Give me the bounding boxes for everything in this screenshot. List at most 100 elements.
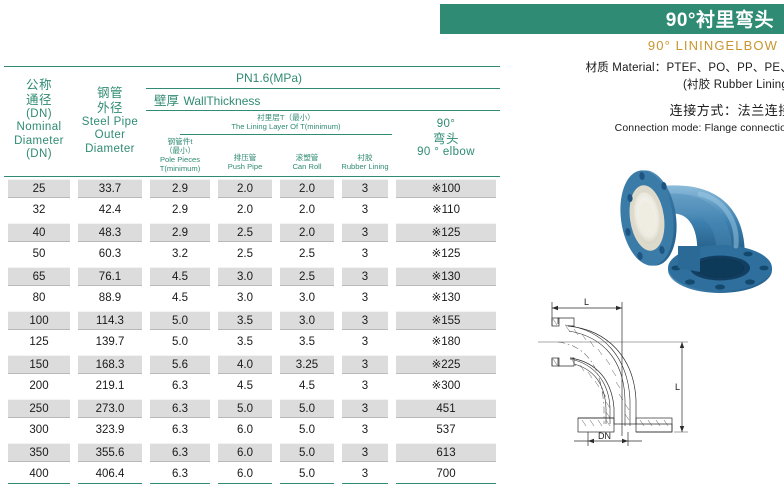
- table-row: 200 219.1 6.3 4.5 4.5 3 ※300: [4, 376, 500, 398]
- cell-nominal-diameter: 200: [29, 380, 49, 392]
- cell-elbow-length: ※130: [396, 267, 496, 286]
- cell-outer-diameter: 355.6: [78, 443, 142, 462]
- spec-material: 材质 Material：PTEF、PO、PP、PE、: [585, 62, 784, 74]
- cell-nominal-diameter: 350: [8, 443, 70, 462]
- col-header-rubber-lining: 衬胶 Rubber Lining: [338, 153, 392, 172]
- cell-pole-pieces-t: 2.9: [172, 204, 188, 216]
- col-header-outer-en2: Outer: [94, 129, 126, 142]
- col-header-elbow-cn1: 弯头: [432, 131, 459, 146]
- page-subtitle: 90° LININGELBOW: [647, 38, 778, 53]
- cell-push-pipe: 6.0: [237, 424, 253, 436]
- table-body: 25 33.7 2.9 2.0 2.0 3 ※100 32 42.4 2.9 2.0 2.0 3 ※110…: [4, 178, 500, 486]
- spec-connection-en: Connection mode: Flange connection: [614, 122, 784, 135]
- cell-nominal-diameter: 50: [32, 248, 46, 260]
- cell-nominal-diameter: 300: [29, 424, 49, 436]
- table-row: 40 48.3 2.9 2.5 2.0 3 ※125: [4, 222, 500, 244]
- col-header-nominal-diameter: 公称 通径 (DN) Nominal Diameter (DN): [4, 78, 74, 162]
- cell-rubber-lining: 3: [361, 380, 369, 392]
- cell-elbow-length: 613: [396, 443, 496, 462]
- table-row: 65 76.1 4.5 3.0 2.5 3 ※130: [4, 266, 500, 288]
- header-banner: [440, 4, 784, 34]
- table-row: 25 33.7 2.9 2.0 2.0 3 ※100: [4, 178, 500, 200]
- cell-pole-pieces-t: 5.6: [150, 355, 210, 374]
- col-header-pole-en2: T(minimum): [159, 163, 201, 173]
- cell-push-pipe: 2.0: [237, 204, 253, 216]
- table-group-header-pn: PN1.6(MPa): [235, 71, 303, 85]
- cell-nominal-diameter: 32: [32, 204, 46, 216]
- cell-pole-pieces-t: 2.9: [150, 223, 210, 242]
- table-row: 400 406.4 6.3 6.0 5.0 3 700: [4, 464, 500, 486]
- cell-elbow-length: ※125: [396, 223, 496, 242]
- lining-layer-en: The Lining Layer Of T(minimum): [231, 122, 341, 131]
- col-header-push-cn1: 排压管: [233, 153, 257, 162]
- cell-outer-diameter: 219.1: [95, 380, 125, 392]
- cell-elbow-length: ※125: [431, 248, 461, 260]
- table-row: 32 42.4 2.9 2.0 2.0 3 ※110: [4, 200, 500, 222]
- col-header-rubber-en1: Rubber Lining: [341, 161, 389, 171]
- cell-elbow-length: ※300: [431, 380, 461, 392]
- cell-rubber-lining: 3: [342, 399, 388, 418]
- cell-elbow-length: 700: [396, 465, 496, 484]
- cell-outer-diameter: 60.3: [98, 248, 122, 260]
- cell-can-roll: 5.0: [280, 443, 334, 462]
- cell-elbow-length: ※180: [431, 336, 461, 348]
- col-header-outer-diameter: 钢管 外径 Steel Pipe Outer Diameter: [74, 86, 146, 156]
- cell-push-pipe: 3.0: [218, 267, 272, 286]
- cell-outer-diameter: 406.4: [78, 465, 142, 484]
- wall-thickness-en: WallThickness: [183, 94, 261, 108]
- cell-elbow-length: ※100: [396, 179, 496, 198]
- cell-rubber-lining: 3: [361, 204, 369, 216]
- drawing-label-l-right: L: [675, 382, 680, 392]
- col-header-nominal-cn2: 通径: [25, 92, 52, 107]
- table-row: 150 168.3 5.6 4.0 3.25 3 ※225: [4, 354, 500, 376]
- table-row: 50 60.3 3.2 2.5 2.5 3 ※125: [4, 244, 500, 266]
- cell-rubber-lining: 3: [342, 179, 388, 198]
- cell-can-roll: 2.0: [280, 179, 334, 198]
- spec-block: 材质 Material：PTEF、PO、PP、PE、 (衬胶 Rubber Li…: [560, 60, 784, 136]
- cell-nominal-diameter: 25: [8, 179, 70, 198]
- cell-pole-pieces-t: 4.5: [150, 267, 210, 286]
- datasheet-page: 90°衬里弯头 90° LININGELBOW 材质 Material：PTEF…: [4, 4, 784, 484]
- col-header-elbow: 90° 弯头 90 ° elbow: [392, 118, 500, 160]
- cell-push-pipe: 3.5: [218, 311, 272, 330]
- col-header-outer-cn2: 外径: [96, 100, 123, 115]
- cell-push-pipe: 2.5: [218, 223, 272, 242]
- cell-push-pipe: 5.0: [218, 399, 272, 418]
- cell-push-pipe: 4.5: [237, 380, 253, 392]
- cell-can-roll: 5.0: [280, 399, 334, 418]
- cell-push-pipe: 2.5: [237, 248, 253, 260]
- col-header-pole-cn1: 钢管件t: [167, 137, 193, 146]
- cell-push-pipe: 3.0: [237, 292, 253, 304]
- table-row: 80 88.9 4.5 3.0 3.0 3 ※130: [4, 288, 500, 310]
- cell-can-roll: 3.0: [299, 292, 315, 304]
- col-header-outer-cn1: 钢管: [96, 86, 123, 100]
- cell-can-roll: 2.5: [280, 267, 334, 286]
- cell-pole-pieces-t: 2.9: [150, 179, 210, 198]
- cell-can-roll: 5.0: [299, 424, 315, 436]
- cell-can-roll: 5.0: [280, 465, 334, 484]
- technical-drawing-elbow: L L DN: [538, 297, 688, 446]
- table-header: PN1.6(MPa) 壁厚 WallThickness 衬里层T（最小） The…: [4, 66, 500, 178]
- col-header-push-en1: Push Pipe: [227, 161, 263, 171]
- cell-elbow-length: 451: [396, 399, 496, 418]
- cell-pole-pieces-t: 5.0: [150, 311, 210, 330]
- cell-pole-pieces-t: 6.3: [172, 424, 188, 436]
- cell-push-pipe: 6.0: [218, 465, 272, 484]
- drawing-label-l-top: L: [584, 297, 589, 307]
- cell-rubber-lining: 3: [342, 465, 388, 484]
- cell-rubber-lining: 3: [342, 355, 388, 374]
- col-header-push-pipe: 排压管 Push Pipe: [214, 153, 276, 172]
- cell-rubber-lining: 3: [361, 292, 369, 304]
- specification-table: PN1.6(MPa) 壁厚 WallThickness 衬里层T（最小） The…: [4, 66, 500, 484]
- col-header-pole-pieces: 钢管件t （最小） Pole Pieces T(minimum): [146, 137, 214, 174]
- wall-thickness-header: 壁厚 WallThickness: [154, 92, 384, 111]
- cell-can-roll: 3.25: [280, 355, 334, 374]
- cell-can-roll: 3.5: [299, 336, 315, 348]
- col-header-outer-en1: Steel Pipe: [81, 115, 139, 128]
- cell-pole-pieces-t: 5.0: [172, 336, 188, 348]
- product-photo-elbow: [620, 170, 772, 293]
- spec-connection: 连接方式：法兰连接: [669, 103, 784, 119]
- col-header-roll-en1: Can Roll: [292, 161, 322, 171]
- col-header-nominal-cn1: 公称: [25, 78, 52, 92]
- cell-rubber-lining: 3: [342, 311, 388, 330]
